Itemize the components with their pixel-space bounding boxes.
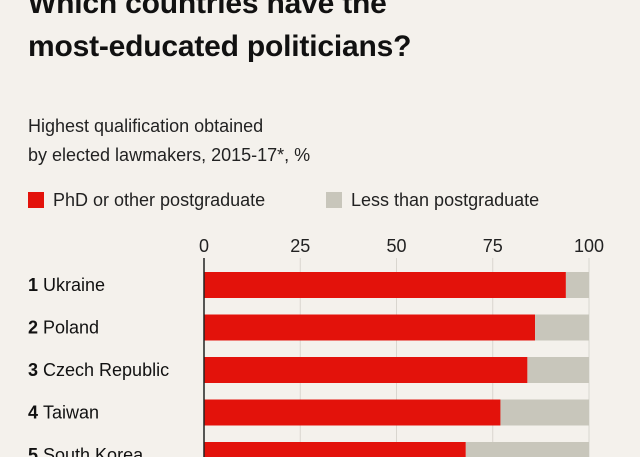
bar-postgraduate-5 (204, 442, 466, 457)
chart-title: Which countries have the most-educated p… (28, 0, 411, 68)
x-tick-label-100: 100 (574, 236, 604, 256)
chart-title-line-2: most-educated politicians? (28, 30, 412, 63)
bar-less-than-postgraduate-3 (527, 357, 589, 383)
bar-less-than-postgraduate-4 (500, 399, 589, 426)
legend-item-postgraduate: PhD or other postgraduate (28, 187, 265, 213)
category-rank: 2 (28, 318, 43, 338)
chart-subtitle-line-1: Highest qualification obtained (28, 116, 264, 136)
category-label-3: 3 Czech Republic (28, 360, 169, 380)
category-rank: 5 (28, 445, 43, 457)
category-label-5: 5 South Korea (28, 445, 144, 457)
x-tick-label-75: 75 (483, 236, 503, 256)
category-label-4: 4 Taiwan (28, 403, 99, 423)
legend-label-postgraduate: PhD or other postgraduate (53, 189, 266, 210)
category-name: Taiwan (43, 403, 99, 423)
chart-subtitle: Highest qualification obtained by electe… (28, 112, 310, 170)
category-rank: 1 (28, 275, 43, 295)
category-label-2: 2 Poland (28, 318, 99, 338)
bar-postgraduate-1 (204, 272, 566, 298)
legend-label-less-than-postgraduate: Less than postgraduate (351, 189, 540, 210)
category-name: Czech Republic (43, 360, 169, 380)
chart-title-line-1: Which countries have the (28, 0, 387, 20)
category-rank: 4 (28, 403, 43, 423)
bar-less-than-postgraduate-5 (465, 442, 589, 457)
chart-subtitle-line-2: by elected lawmakers, 2015-17*, % (28, 145, 311, 165)
category-name: South Korea (43, 445, 144, 457)
category-rank: 3 (28, 360, 43, 380)
category-label-1: 1 Ukraine (28, 275, 105, 295)
x-tick-label-25: 25 (290, 236, 310, 256)
category-name: Poland (43, 318, 99, 338)
legend-swatch-less-than-postgraduate (326, 192, 342, 208)
bar-postgraduate-4 (204, 399, 501, 426)
bar-postgraduate-2 (204, 314, 536, 341)
bar-postgraduate-3 (204, 357, 528, 383)
x-tick-label-0: 0 (199, 236, 209, 256)
bar-less-than-postgraduate-1 (565, 272, 589, 298)
category-name: Ukraine (43, 275, 105, 295)
legend-swatch-postgraduate (28, 192, 44, 208)
bar-less-than-postgraduate-2 (535, 314, 589, 341)
x-tick-label-50: 50 (386, 236, 406, 256)
legend-item-less-than-postgraduate: Less than postgraduate (326, 187, 539, 213)
